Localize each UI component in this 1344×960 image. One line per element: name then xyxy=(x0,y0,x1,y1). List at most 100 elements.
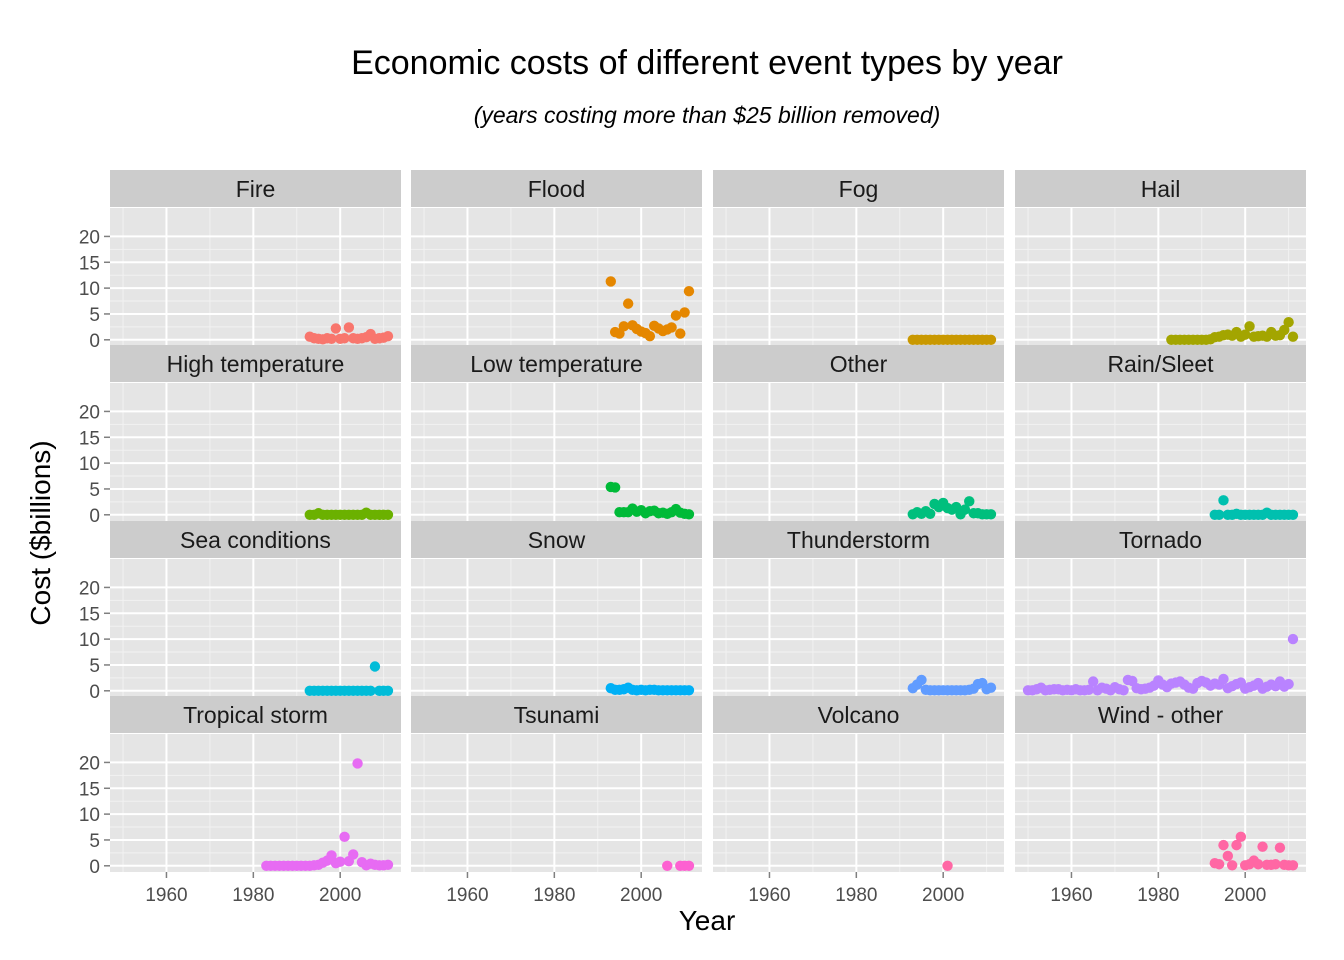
facet-strip xyxy=(411,696,702,733)
data-point-sea-conditions xyxy=(365,685,376,696)
facet-strip xyxy=(411,170,702,207)
y-tick-label: 15 xyxy=(79,428,100,449)
data-point-flood xyxy=(675,328,686,339)
panel-background xyxy=(110,559,401,697)
data-point-wind-other xyxy=(1218,839,1229,851)
data-point-snow xyxy=(683,685,695,696)
x-tick-label: 1980 xyxy=(1137,885,1179,906)
facet-strip xyxy=(411,521,702,558)
facet-strip-label: Other xyxy=(830,351,888,377)
data-point-wind-other xyxy=(1257,841,1268,852)
facet-strip-label: Rain/Sleet xyxy=(1107,351,1214,377)
panel-background xyxy=(110,383,401,521)
panel-background xyxy=(1015,734,1306,872)
panel-background xyxy=(713,559,1004,697)
data-point-high-temperature xyxy=(382,509,394,520)
data-point-flood xyxy=(618,321,630,332)
data-point-volcano xyxy=(942,860,953,871)
data-point-fire xyxy=(382,330,394,342)
panel-background xyxy=(1015,208,1306,346)
x-tick-label: 1980 xyxy=(232,885,274,906)
facet-tropical-storm: Tropical storm 0 5 10 15 20 1960 1980 2000 xyxy=(79,696,401,906)
y-tick-label: 20 xyxy=(79,227,100,248)
facet-strip-label: Sea conditions xyxy=(180,527,331,553)
data-point-rain-sleet xyxy=(1213,509,1225,520)
facet-strip-label: Fire xyxy=(236,176,276,202)
facet-strip xyxy=(411,345,702,382)
facet-strip xyxy=(1015,345,1306,382)
facet-other: Other xyxy=(713,345,1004,521)
facet-strip-label: Tsunami xyxy=(514,702,600,728)
data-point-tropical-storm xyxy=(334,856,346,867)
chart-subtitle: (years costing more than $25 billion rem… xyxy=(474,102,941,128)
data-point-hail xyxy=(1283,317,1294,328)
facet-rain-sleet: Rain/Sleet xyxy=(1015,345,1306,521)
data-point-tornado xyxy=(1287,633,1299,645)
data-point-hail xyxy=(1239,329,1251,340)
data-point-tornado xyxy=(1218,673,1229,685)
data-point-tropical-storm xyxy=(348,849,359,860)
data-point-fire xyxy=(339,333,350,344)
data-point-hail xyxy=(1287,331,1299,342)
data-point-low-temperature xyxy=(683,509,695,520)
data-point-sea-conditions xyxy=(369,661,381,672)
data-point-flood xyxy=(605,276,616,287)
y-tick-label: 20 xyxy=(79,753,100,774)
data-point-tornado xyxy=(1118,685,1129,696)
data-point-tsunami xyxy=(683,860,695,871)
data-point-flood xyxy=(622,298,634,309)
facet-strip xyxy=(1015,170,1306,207)
facet-strip xyxy=(110,696,401,733)
data-point-fire xyxy=(343,322,355,333)
data-point-fire xyxy=(330,323,342,334)
data-point-wind-other xyxy=(1253,859,1264,870)
data-point-wind-other xyxy=(1274,842,1286,853)
facet-fire: Fire 0 5 10 15 20 xyxy=(79,170,401,352)
y-tick-label: 10 xyxy=(79,630,100,651)
data-point-fog xyxy=(985,334,997,345)
facet-strip-label: Flood xyxy=(528,176,586,202)
chart-title: Economic costs of different event types … xyxy=(351,44,1063,82)
facet-strip xyxy=(1015,521,1306,558)
facet-wind-other: Wind - other 1960 1980 2000 xyxy=(1015,696,1306,906)
y-tick-label: 5 xyxy=(89,656,100,677)
x-tick-label: 2000 xyxy=(620,885,662,906)
facet-strip-label: Low temperature xyxy=(470,351,643,377)
facet-strip xyxy=(1015,696,1306,733)
y-tick-label: 10 xyxy=(79,279,100,300)
data-point-other xyxy=(959,504,971,515)
facet-sea-conditions: Sea conditions 0 5 10 15 20 xyxy=(79,521,401,703)
data-point-wind-other xyxy=(1213,859,1225,870)
data-point-flood xyxy=(670,310,682,321)
y-tick-label: 0 xyxy=(89,857,100,878)
data-point-rain-sleet xyxy=(1287,509,1299,520)
data-point-low-temperature xyxy=(609,482,621,493)
data-point-wind-other xyxy=(1270,859,1281,870)
y-tick-label: 10 xyxy=(79,454,100,475)
y-tick-label: 15 xyxy=(79,779,100,800)
facet-strip-label: Snow xyxy=(528,527,586,553)
x-tick-label: 1980 xyxy=(835,885,877,906)
y-tick-label: 0 xyxy=(89,682,100,703)
facet-strip-label: Tornado xyxy=(1119,527,1202,553)
data-point-hail xyxy=(1279,324,1290,336)
x-tick-label: 1960 xyxy=(748,885,790,906)
facet-strip-label: Wind - other xyxy=(1098,702,1224,728)
data-point-tropical-storm xyxy=(382,859,394,870)
data-point-hail xyxy=(1244,321,1255,332)
data-point-wind-other xyxy=(1226,860,1238,871)
panel-background xyxy=(713,383,1004,521)
y-tick-label: 5 xyxy=(89,305,100,326)
facet-strip xyxy=(110,170,401,207)
data-point-flood xyxy=(679,307,690,318)
x-axis-title: Year xyxy=(679,905,736,936)
data-point-flood xyxy=(683,286,695,297)
facet-strip-label: Tropical storm xyxy=(183,702,328,728)
panel-background xyxy=(1015,559,1306,697)
facet-strip xyxy=(713,345,1004,382)
data-point-thunderstorm xyxy=(916,674,927,686)
facet-fog: Fog xyxy=(713,170,1004,346)
y-tick-label: 5 xyxy=(89,831,100,852)
data-point-tropical-storm xyxy=(339,831,350,843)
y-tick-label: 15 xyxy=(79,604,100,625)
